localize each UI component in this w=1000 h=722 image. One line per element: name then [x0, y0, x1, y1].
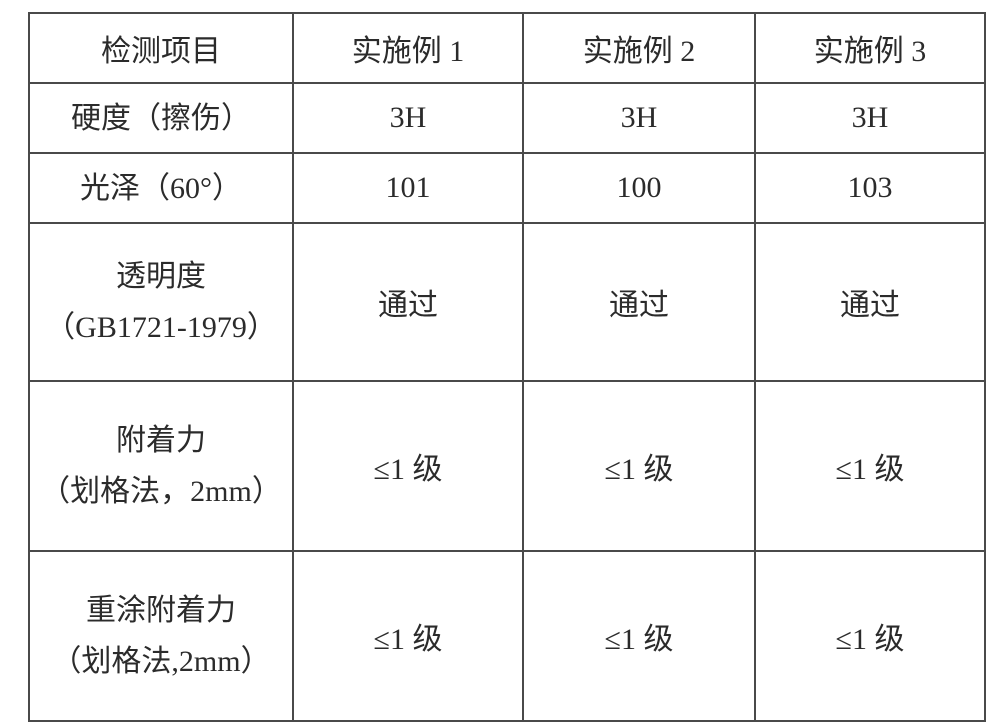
header-cell: 检测项目: [29, 13, 293, 83]
row-label: 附着力（划格法，2mm）: [29, 381, 293, 551]
row-cell: ≤1 级: [523, 381, 755, 551]
row-cell: 通过: [523, 223, 755, 381]
row-cell: ≤1 级: [523, 551, 755, 721]
table-row: 硬度（擦伤） 3H 3H 3H: [29, 83, 985, 153]
table-row: 附着力（划格法，2mm） ≤1 级 ≤1 级 ≤1 级: [29, 381, 985, 551]
row-label: 光泽（60°）: [29, 153, 293, 223]
header-cell: 实施例 2: [523, 13, 755, 83]
row-cell: ≤1 级: [755, 551, 985, 721]
table-container: 检测项目 实施例 1 实施例 2 实施例 3 硬度（擦伤） 3H 3H 3H 光…: [0, 0, 1000, 660]
table-row: 光泽（60°） 101 100 103: [29, 153, 985, 223]
row-cell: 103: [755, 153, 985, 223]
row-label: 透明度（GB1721-1979）: [29, 223, 293, 381]
row-cell: 3H: [523, 83, 755, 153]
table-header-row: 检测项目 实施例 1 实施例 2 实施例 3: [29, 13, 985, 83]
row-label: 重涂附着力（划格法,2mm）: [29, 551, 293, 721]
row-label: 硬度（擦伤）: [29, 83, 293, 153]
header-cell: 实施例 1: [293, 13, 523, 83]
row-cell: ≤1 级: [293, 381, 523, 551]
table-row: 重涂附着力（划格法,2mm） ≤1 级 ≤1 级 ≤1 级: [29, 551, 985, 721]
table-row: 透明度（GB1721-1979） 通过 通过 通过: [29, 223, 985, 381]
row-cell: 通过: [293, 223, 523, 381]
row-cell: 通过: [755, 223, 985, 381]
row-cell: ≤1 级: [293, 551, 523, 721]
row-cell: ≤1 级: [755, 381, 985, 551]
row-cell: 3H: [293, 83, 523, 153]
header-cell: 实施例 3: [755, 13, 985, 83]
results-table: 检测项目 实施例 1 实施例 2 实施例 3 硬度（擦伤） 3H 3H 3H 光…: [28, 12, 986, 722]
row-cell: 100: [523, 153, 755, 223]
row-cell: 101: [293, 153, 523, 223]
row-cell: 3H: [755, 83, 985, 153]
